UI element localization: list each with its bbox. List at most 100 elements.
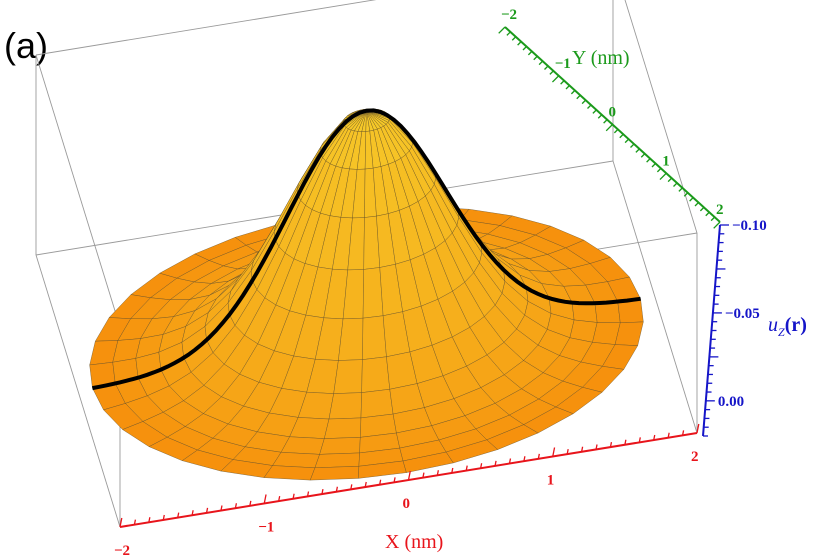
x-tick-mark — [119, 517, 123, 528]
y-tick-mark — [646, 158, 651, 163]
x-tick-mark — [205, 507, 209, 514]
z-axis-label: uZ(r) — [768, 314, 807, 339]
y-tick-mark — [689, 197, 694, 202]
y-tick-mark — [511, 36, 517, 41]
z-axis: 0.00 −0.05 −0.10 — [702, 218, 767, 437]
x-tick-mark — [162, 514, 165, 521]
surface-patch — [571, 302, 598, 323]
surface-patch — [555, 387, 603, 414]
y-tick-mark — [592, 109, 597, 114]
x-tick-mark — [422, 472, 425, 478]
y-tick-mark — [619, 133, 624, 139]
y-tick-mark — [517, 41, 522, 46]
y-tick-mark — [635, 148, 640, 153]
y-tick-mark — [651, 163, 656, 168]
y-tick-mark — [613, 128, 619, 134]
x-tick-mark — [436, 470, 439, 476]
y-tick-label: 2 — [716, 202, 724, 218]
x-tick-mark — [249, 500, 252, 506]
x-tick-mark — [624, 439, 627, 445]
y-tick-mark — [640, 153, 646, 158]
y-tick-mark — [576, 94, 581, 100]
x-tick-mark — [696, 423, 700, 434]
surface-patch — [263, 465, 316, 481]
x-tick-mark — [552, 447, 556, 457]
x-axis-label: X (nm) — [385, 531, 443, 553]
x-tick-mark — [321, 488, 324, 495]
surface-patch — [272, 452, 320, 469]
y-tick-mark — [581, 99, 587, 105]
y-tick-mark — [659, 172, 667, 181]
y-tick-mark — [603, 119, 608, 124]
x-tick-mark — [263, 494, 267, 504]
x-tick-mark — [537, 453, 540, 459]
box-edge — [624, 0, 698, 234]
x-tick-label: 2 — [691, 449, 699, 465]
surface-patch — [362, 315, 387, 360]
y-tick-mark — [694, 202, 699, 207]
x-tick-mark — [278, 496, 281, 502]
y-tick-label: 0 — [609, 105, 617, 121]
y-tick-mark — [630, 143, 635, 148]
surface-patch — [323, 417, 362, 439]
y-tick-label: −1 — [555, 56, 571, 72]
x-tick-mark — [465, 465, 468, 471]
x-tick-label: 1 — [547, 473, 555, 489]
y-axis: −2 −1 0 1 2 — [498, 7, 724, 229]
box-edge — [35, 54, 121, 328]
x-tick-mark — [379, 479, 382, 485]
y-tick-mark — [667, 177, 673, 183]
x-tick-mark — [148, 517, 151, 523]
y-tick-mark — [587, 104, 592, 109]
box-edge — [35, 0, 377, 56]
surface-patch — [309, 465, 360, 481]
x-tick-label: −2 — [114, 543, 130, 559]
surface-patch — [361, 356, 391, 393]
z-tick-label: −0.10 — [732, 218, 767, 234]
y-tick-mark — [683, 192, 689, 197]
x-tick-mark — [350, 484, 353, 490]
z-tick-label: −0.05 — [725, 306, 760, 322]
y-tick-mark — [710, 216, 716, 222]
x-tick-mark — [566, 449, 569, 455]
surface-patch — [328, 392, 362, 420]
x-tick-mark — [306, 491, 310, 497]
x-tick-mark — [523, 456, 526, 462]
surface-patch — [319, 437, 361, 455]
y-tick-label: 1 — [662, 153, 670, 169]
x-tick-label: 0 — [403, 496, 411, 512]
x-tick-mark — [638, 437, 641, 443]
surface-patch — [314, 452, 360, 469]
x-tick-mark — [292, 493, 295, 499]
x-tick-mark — [681, 430, 685, 436]
x-tick-mark — [609, 441, 613, 448]
x-tick-mark — [133, 519, 137, 525]
y-tick-mark — [705, 211, 710, 217]
y-tick-mark — [673, 182, 678, 187]
x-tick-mark — [667, 432, 670, 438]
x-tick-mark — [234, 503, 238, 509]
y-tick-mark — [656, 167, 662, 173]
cross-section-curve — [92, 108, 641, 391]
x-tick-mark — [364, 481, 367, 488]
y-tick-mark — [544, 65, 549, 70]
y-tick-mark — [678, 187, 683, 192]
y-tick-mark — [527, 50, 533, 56]
y-tick-mark — [570, 89, 576, 95]
x-tick-mark — [191, 510, 194, 516]
y-tick-mark — [498, 26, 506, 34]
y-tick-mark — [565, 85, 570, 90]
y-tick-mark — [549, 70, 554, 75]
y-tick-mark — [699, 206, 705, 212]
y-tick-mark — [506, 31, 511, 36]
x-tick-mark — [177, 512, 180, 518]
x-tick-mark — [220, 505, 223, 511]
x-tick-label: −1 — [258, 520, 274, 536]
surface-patch — [333, 359, 363, 394]
y-tick-mark — [624, 138, 630, 144]
z-tick-label: 0.00 — [718, 394, 744, 410]
y-tick-mark — [533, 55, 538, 61]
x-tick-mark — [653, 434, 656, 441]
x-tick-mark — [580, 446, 584, 452]
